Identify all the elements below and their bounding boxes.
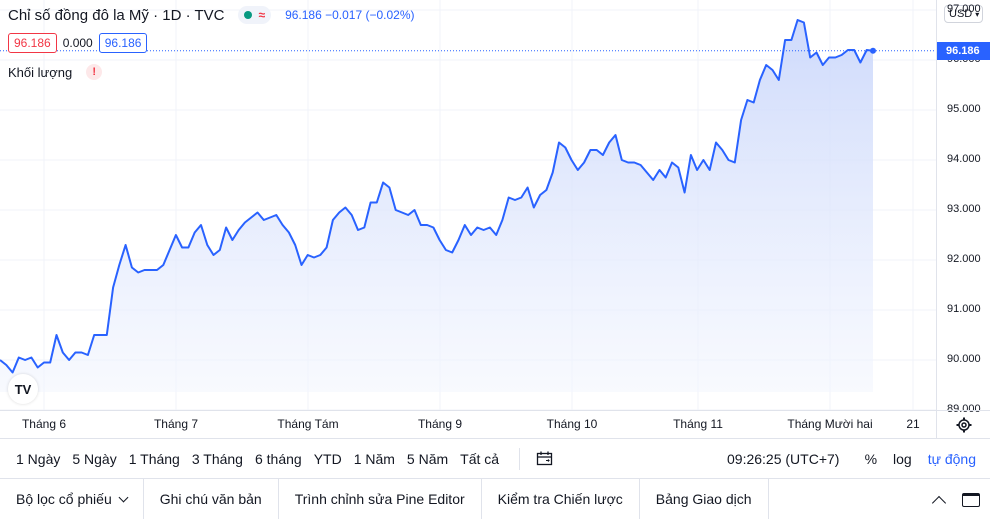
auto-scale-toggle[interactable]: tự động [927, 451, 976, 467]
last-quote: 96.186 −0.017 (−0.02%) [285, 8, 415, 22]
price-tick-label: 92.000 [947, 253, 981, 265]
tab-label: Bộ lọc cổ phiếu [16, 491, 112, 507]
currency-label: USD [949, 8, 973, 20]
time-tick-label: 21 [906, 417, 920, 431]
price-area-fill [0, 20, 873, 392]
percent-scale-toggle[interactable]: % [864, 451, 878, 467]
log-scale-toggle[interactable]: log [893, 451, 912, 467]
price-tick-label: 94.000 [947, 153, 981, 165]
scale-options: % log tự động [859, 449, 982, 469]
panel-controls [931, 479, 980, 519]
timezone-clock[interactable]: 09:26:25 (UTC+7) [727, 451, 840, 467]
price-tick-label: 90.000 [947, 353, 981, 365]
price-line [0, 19, 874, 374]
ask-price-box[interactable]: 96.186 [98, 33, 148, 53]
tab-pine-editor[interactable]: Trình chỉnh sửa Pine Editor [279, 478, 482, 519]
chart-settings-button[interactable] [936, 410, 990, 438]
go-to-date-button[interactable] [519, 447, 560, 470]
price-tick-label: 91.000 [947, 303, 981, 315]
market-open-dot-icon [244, 11, 253, 19]
last-price-point [870, 47, 876, 54]
tab-text-notes[interactable]: Ghi chú văn bản [144, 478, 279, 519]
time-tick-label: Tháng 11 [673, 417, 723, 431]
date-range-bar: 1 Ngày 5 Ngày 1 Tháng 3 Tháng 6 tháng YTD 1 Nă… [0, 438, 990, 478]
tab-stock-screener[interactable]: Bộ lọc cổ phiếu [0, 478, 144, 519]
time-tick-label: Tháng Mười hai [787, 417, 873, 431]
wave-icon: ≈ [258, 8, 266, 22]
bottom-panel-tabs: Bộ lọc cổ phiếu Ghi chú văn bản Trình ch… [0, 478, 990, 519]
range-button[interactable]: Tất cả [460, 450, 500, 467]
price-scale[interactable]: USD ▾ 97.00096.00095.00094.00093.00092.0… [936, 0, 990, 415]
symbol-title[interactable]: Chỉ số đồng đô la Mỹ · 1D · TVC [8, 6, 225, 24]
warning-icon[interactable]: ! [86, 64, 103, 80]
bid-price-box[interactable]: 96.186 [8, 33, 57, 53]
chart-plot-area[interactable]: Chỉ số đồng đô la Mỹ · 1D · TVC ≈ 96.186… [0, 0, 936, 410]
time-tick-label: Tháng 9 [417, 417, 463, 431]
volume-legend: Khối lượng ! [8, 64, 103, 80]
calendar-range-icon [536, 451, 553, 465]
tab-label: Ghi chú văn bản [159, 491, 262, 507]
chevron-down-icon: ▾ [975, 10, 980, 19]
volume-label[interactable]: Khối lượng [8, 64, 73, 80]
time-tick-label: Tháng 6 [21, 417, 67, 431]
price-tick-label: 93.000 [947, 203, 981, 215]
time-tick-label: Tháng 10 [546, 417, 598, 431]
tab-strategy-tester[interactable]: Kiểm tra Chiến lược [482, 478, 640, 519]
currency-dropdown[interactable]: USD ▾ [944, 5, 984, 23]
range-button[interactable]: 5 Năm [406, 450, 449, 467]
symbol-legend: Chỉ số đồng đô la Mỹ · 1D · TVC ≈ 96.186… [8, 6, 415, 24]
price-tick-label: 89.000 [947, 403, 981, 415]
range-buttons: 1 Ngày 5 Ngày 1 Tháng 3 Tháng 6 tháng YTD 1 Nă… [0, 451, 505, 467]
time-tick-label: Tháng Tám [277, 417, 339, 431]
price-chart[interactable] [0, 0, 936, 410]
price-tick-label: 97.000 [947, 3, 981, 15]
range-button[interactable]: YTD [313, 450, 342, 467]
time-axis[interactable]: Tháng 6 Tháng 7 Tháng Tám Tháng 9 Tháng 10 Th… [0, 410, 936, 438]
chevron-up-icon[interactable] [931, 495, 947, 510]
tab-label: Bảng Giao dịch [655, 491, 752, 507]
time-tick-label: Tháng 7 [153, 417, 199, 431]
range-button[interactable]: 1 Tháng [128, 450, 180, 467]
range-button[interactable]: 5 Ngày [72, 450, 117, 467]
tab-label: Trình chỉnh sửa Pine Editor [294, 491, 465, 507]
spread-value: 0.000 [62, 36, 93, 50]
price-tick-label: 95.000 [947, 103, 981, 115]
tab-trading-panel[interactable]: Bảng Giao dịch [640, 478, 769, 519]
range-button[interactable]: 3 Tháng [191, 450, 243, 467]
market-status-pill[interactable]: ≈ [238, 6, 272, 24]
range-button[interactable]: 1 Năm [353, 450, 395, 467]
gear-icon [956, 417, 971, 432]
price-boxes: 96.186 0.000 96.186 [8, 33, 148, 53]
tradingview-logo-icon[interactable]: TV [8, 374, 38, 404]
maximize-panel-icon[interactable] [962, 492, 980, 507]
tab-label: Kiểm tra Chiến lược [497, 491, 623, 507]
range-button[interactable]: 1 Ngày [16, 450, 61, 467]
chevron-down-icon [118, 492, 129, 502]
last-price-tag: 96.186 [937, 41, 990, 60]
range-button[interactable]: 6 tháng [254, 450, 302, 467]
